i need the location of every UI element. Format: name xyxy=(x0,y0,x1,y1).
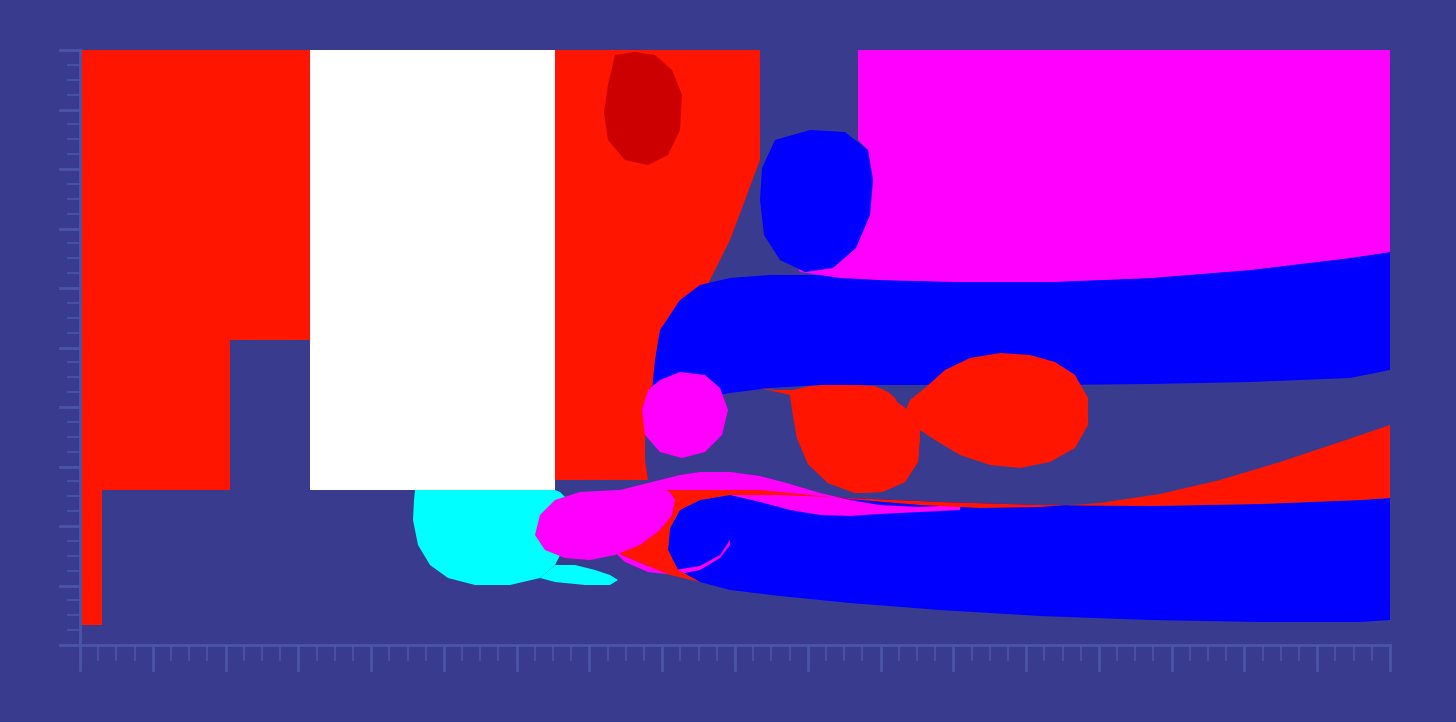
Polygon shape xyxy=(604,52,681,165)
Bar xyxy=(80,490,102,625)
Bar xyxy=(80,50,760,60)
Polygon shape xyxy=(540,565,617,585)
Polygon shape xyxy=(818,50,1390,282)
Polygon shape xyxy=(740,353,1088,493)
Polygon shape xyxy=(600,472,960,575)
Polygon shape xyxy=(534,488,676,560)
Polygon shape xyxy=(652,252,1390,420)
Polygon shape xyxy=(791,385,920,493)
Polygon shape xyxy=(555,50,760,480)
Bar xyxy=(310,50,555,490)
Polygon shape xyxy=(414,490,572,585)
Polygon shape xyxy=(668,495,1390,622)
Polygon shape xyxy=(642,372,728,458)
Polygon shape xyxy=(760,130,874,272)
Polygon shape xyxy=(80,50,310,490)
Polygon shape xyxy=(600,425,1390,582)
Polygon shape xyxy=(785,50,1390,282)
